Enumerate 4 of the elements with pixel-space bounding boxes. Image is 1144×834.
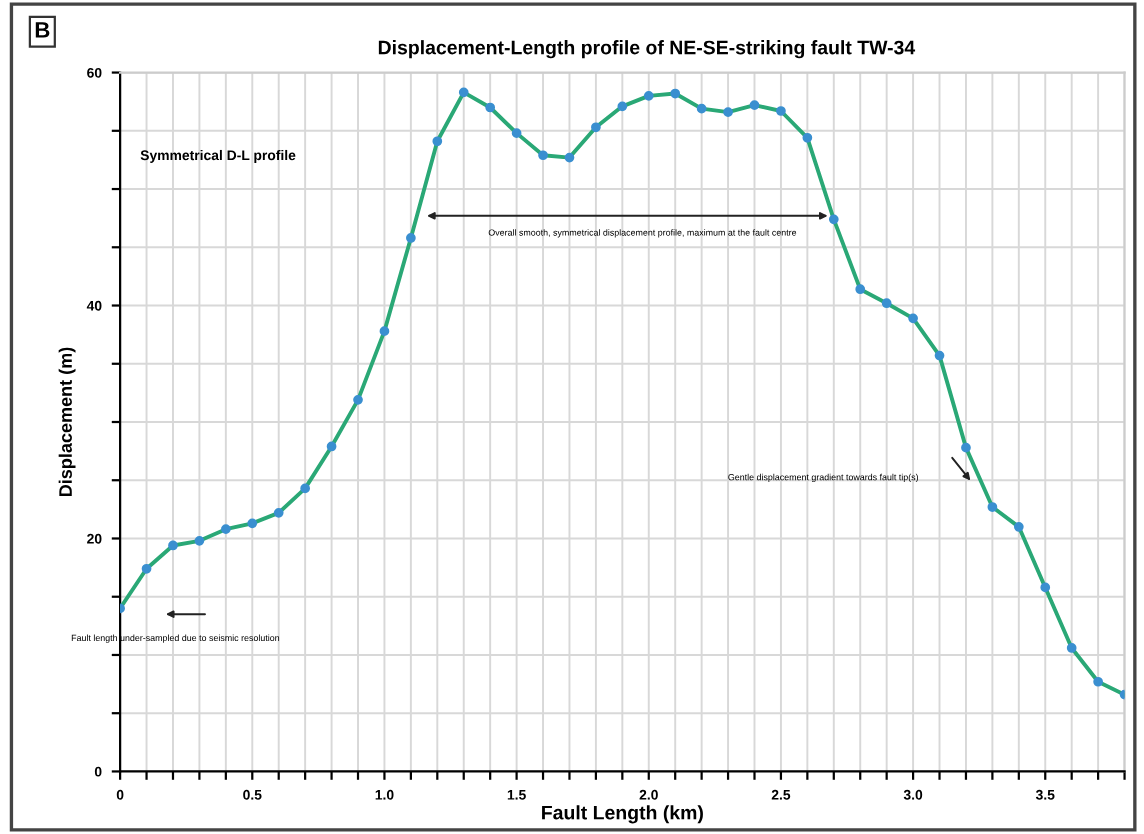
chart-subtitle: B: [35, 22, 50, 38]
x-axis-title: Fault Length (km): [542, 805, 703, 824]
y-axis-title: Displacement (m): [58, 347, 76, 497]
chart-title: Displacement-Length profile of NE-SE-striking fault TW-34: [378, 40, 916, 59]
